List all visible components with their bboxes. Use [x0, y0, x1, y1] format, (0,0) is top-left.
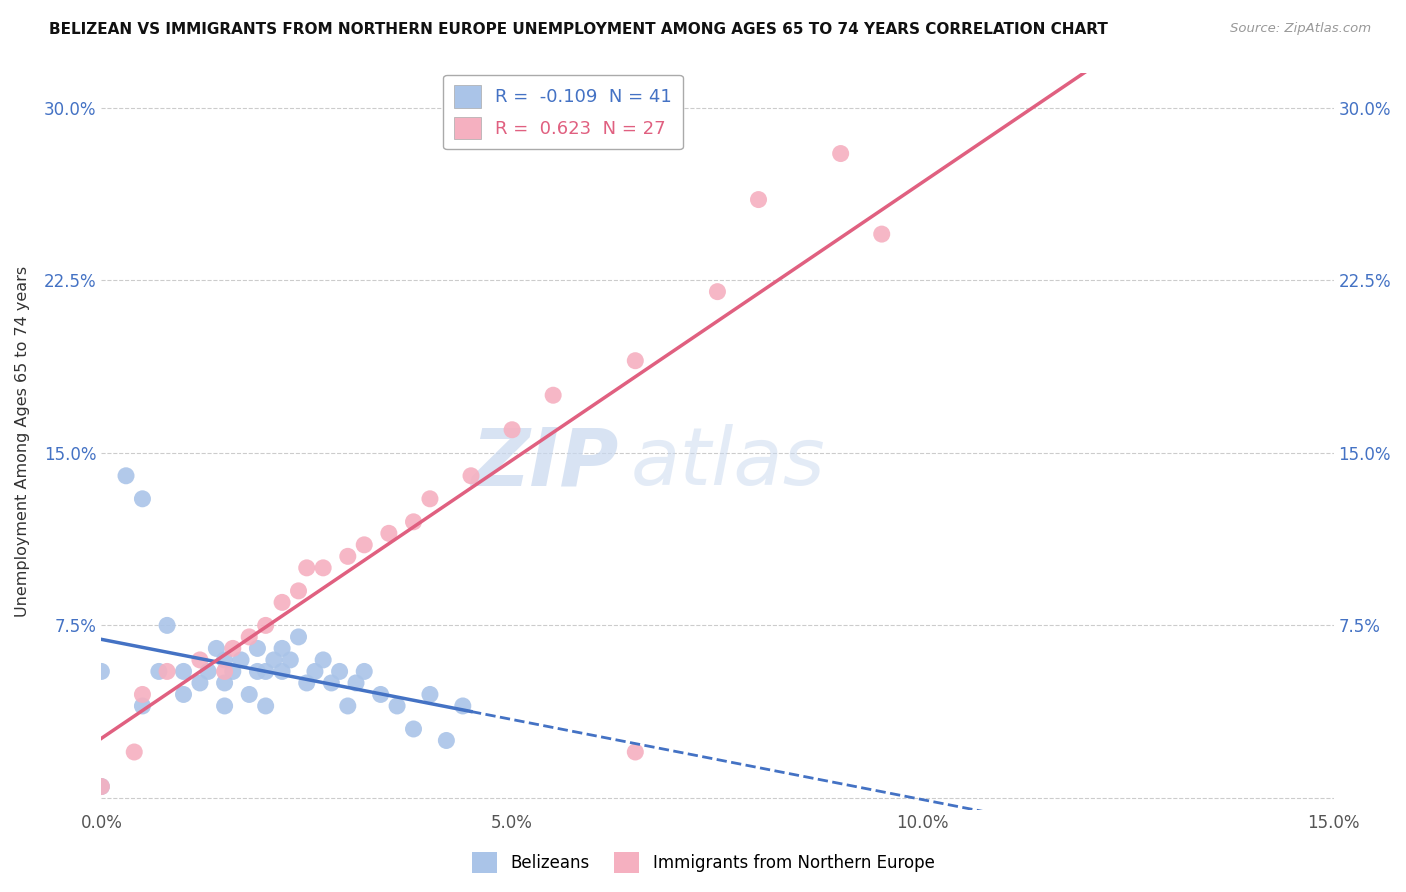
- Point: [131, 688, 153, 702]
- Point: [295, 676, 318, 690]
- Point: [336, 549, 359, 564]
- Point: [402, 515, 425, 529]
- Point: [238, 630, 260, 644]
- Point: [329, 665, 352, 679]
- Point: [434, 733, 457, 747]
- Point: [271, 665, 294, 679]
- Point: [122, 745, 145, 759]
- Point: [115, 468, 138, 483]
- Point: [263, 653, 285, 667]
- Text: atlas: atlas: [631, 425, 825, 502]
- Point: [870, 227, 893, 241]
- Point: [287, 583, 309, 598]
- Point: [148, 665, 170, 679]
- Point: [214, 665, 236, 679]
- Point: [304, 665, 326, 679]
- Point: [336, 698, 359, 713]
- Point: [229, 653, 252, 667]
- Point: [271, 595, 294, 609]
- Point: [188, 676, 211, 690]
- Point: [173, 688, 195, 702]
- Point: [287, 630, 309, 644]
- Point: [188, 653, 211, 667]
- Point: [501, 423, 523, 437]
- Point: [131, 698, 153, 713]
- Point: [246, 641, 269, 656]
- Point: [222, 641, 245, 656]
- Point: [378, 526, 401, 541]
- Point: [353, 665, 375, 679]
- Point: [205, 641, 228, 656]
- Point: [214, 698, 236, 713]
- Point: [254, 698, 277, 713]
- Point: [402, 722, 425, 736]
- Point: [214, 676, 236, 690]
- Legend: Belizeans, Immigrants from Northern Europe: Belizeans, Immigrants from Northern Euro…: [465, 846, 941, 880]
- Point: [197, 665, 219, 679]
- Point: [419, 688, 441, 702]
- Point: [90, 665, 112, 679]
- Point: [385, 698, 408, 713]
- Point: [451, 698, 474, 713]
- Point: [156, 665, 179, 679]
- Point: [747, 193, 769, 207]
- Point: [222, 665, 245, 679]
- Point: [541, 388, 564, 402]
- Point: [295, 561, 318, 575]
- Point: [624, 745, 647, 759]
- Point: [173, 665, 195, 679]
- Point: [312, 653, 335, 667]
- Y-axis label: Unemployment Among Ages 65 to 74 years: Unemployment Among Ages 65 to 74 years: [15, 266, 30, 617]
- Legend: R =  -0.109  N = 41, R =  0.623  N = 27: R = -0.109 N = 41, R = 0.623 N = 27: [443, 75, 683, 149]
- Point: [238, 688, 260, 702]
- Point: [214, 653, 236, 667]
- Text: Source: ZipAtlas.com: Source: ZipAtlas.com: [1230, 22, 1371, 36]
- Point: [90, 780, 112, 794]
- Point: [353, 538, 375, 552]
- Point: [419, 491, 441, 506]
- Point: [246, 665, 269, 679]
- Text: BELIZEAN VS IMMIGRANTS FROM NORTHERN EUROPE UNEMPLOYMENT AMONG AGES 65 TO 74 YEA: BELIZEAN VS IMMIGRANTS FROM NORTHERN EUR…: [49, 22, 1108, 37]
- Point: [624, 353, 647, 368]
- Point: [344, 676, 367, 690]
- Point: [321, 676, 343, 690]
- Point: [271, 641, 294, 656]
- Point: [706, 285, 728, 299]
- Point: [131, 491, 153, 506]
- Point: [312, 561, 335, 575]
- Point: [370, 688, 392, 702]
- Point: [254, 618, 277, 632]
- Point: [278, 653, 301, 667]
- Point: [156, 618, 179, 632]
- Point: [90, 780, 112, 794]
- Point: [254, 665, 277, 679]
- Point: [830, 146, 852, 161]
- Point: [460, 468, 482, 483]
- Text: ZIP: ZIP: [471, 425, 619, 502]
